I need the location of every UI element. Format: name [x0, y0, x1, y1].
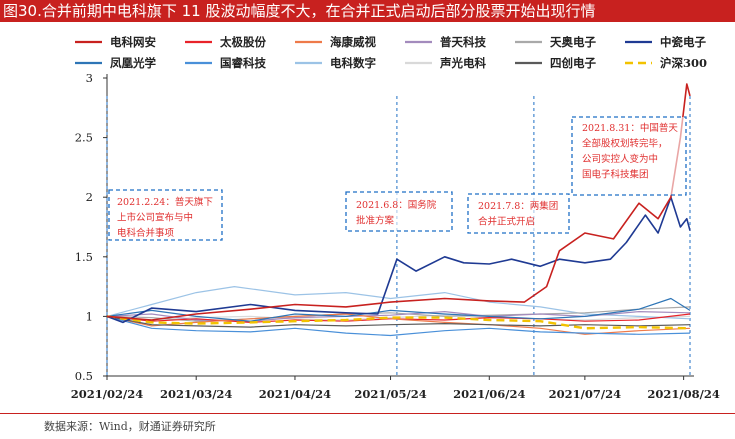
series-line	[106, 315, 691, 328]
legend-item: 天奥电子	[515, 35, 596, 49]
event-lines	[106, 96, 691, 376]
legend-label: 国睿科技	[220, 56, 266, 70]
legend-label: 四创电子	[550, 56, 596, 70]
legend-label: 中瓷电子	[660, 35, 706, 49]
annotation-frame	[108, 189, 223, 241]
x-tick-label: 2021/03/24	[160, 387, 232, 401]
series-line	[106, 314, 691, 321]
y-tick-label: 2	[86, 190, 93, 204]
legend-item: 海康威视	[295, 35, 376, 49]
annotation-frame	[571, 116, 687, 196]
annotation-text: 2021.8.31：中国普天	[582, 122, 678, 134]
annotation-text: 批准方案	[356, 215, 395, 227]
annotation-text: 上市公司宣布与中	[117, 212, 193, 224]
y-tick-label: 1	[86, 309, 93, 323]
y-tick-label: 0.5	[75, 369, 93, 383]
annotation-frame	[467, 193, 570, 234]
legend-item: 沪深300	[625, 56, 707, 70]
x-tick-label: 2021/08/24	[647, 387, 719, 401]
legend-item: 四创电子	[515, 56, 596, 70]
legend-label: 电科网安	[110, 35, 156, 49]
y-tick-label: 3	[86, 71, 93, 85]
legend-label: 电科数字	[330, 56, 376, 70]
figure-title: 图30.合并前期中电科旗下 11 股波动幅度不大，在合并正式启动后部分股票开始出…	[0, 0, 735, 22]
annotation-text: 公司实控人变为中	[582, 153, 658, 165]
series-line	[106, 196, 691, 324]
annotation-text: 2021.6.8：国务院	[356, 199, 437, 211]
legend-item: 电科数字	[295, 56, 376, 70]
source-note: 数据来源：Wind，财通证券研究所	[44, 420, 216, 433]
series-line	[106, 286, 691, 320]
annotation-text: 2021.7.8：两集团	[478, 200, 558, 212]
legend-item: 中瓷电子	[625, 35, 706, 49]
legend-label: 普天科技	[440, 35, 486, 49]
series-lines	[106, 83, 691, 337]
legend-item: 普天科技	[405, 35, 486, 49]
annotation-text: 电科合并事项	[117, 227, 175, 239]
y-tick-label: 1.5	[75, 250, 93, 264]
x-tick-label: 2021/07/24	[549, 387, 621, 401]
series-line	[106, 313, 691, 335]
x-tick-label: 2021/05/24	[354, 387, 426, 401]
annotation-text: 合并正式开启	[478, 216, 535, 228]
legend-label: 天奥电子	[550, 35, 596, 49]
x-tick-label: 2021/04/24	[259, 387, 331, 401]
series-line	[106, 315, 691, 337]
series-line	[106, 297, 691, 322]
legend-item: 电科网安	[75, 35, 156, 49]
legend-label: 声光电科	[439, 56, 486, 70]
legend-item: 国睿科技	[185, 56, 266, 70]
legend-label: 凤凰光学	[110, 56, 156, 70]
legend-label: 太极股份	[219, 35, 266, 49]
annotation-text: 国电子科技集团	[582, 169, 649, 181]
series-line	[106, 306, 691, 322]
y-tick-label: 2.5	[75, 131, 93, 145]
annotation-text: 全部股权划转完毕，	[582, 138, 668, 150]
series-line	[106, 83, 691, 321]
legend-label: 沪深300	[660, 56, 707, 70]
x-tick-label: 2021/02/24	[71, 387, 143, 401]
annotation-text: 2021.2.24：普天旗下	[117, 196, 213, 208]
legend-label: 海康威视	[330, 35, 376, 49]
legend-item: 声光电科	[405, 56, 486, 70]
bottom-rule	[0, 413, 735, 414]
legend-item: 太极股份	[185, 35, 266, 49]
legend-item: 凤凰光学	[75, 56, 156, 70]
annotation-frame	[345, 191, 453, 232]
x-tick-label: 2021/06/24	[453, 387, 525, 401]
